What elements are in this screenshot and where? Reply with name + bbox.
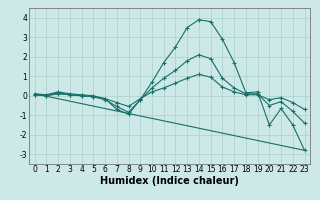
X-axis label: Humidex (Indice chaleur): Humidex (Indice chaleur) <box>100 176 239 186</box>
